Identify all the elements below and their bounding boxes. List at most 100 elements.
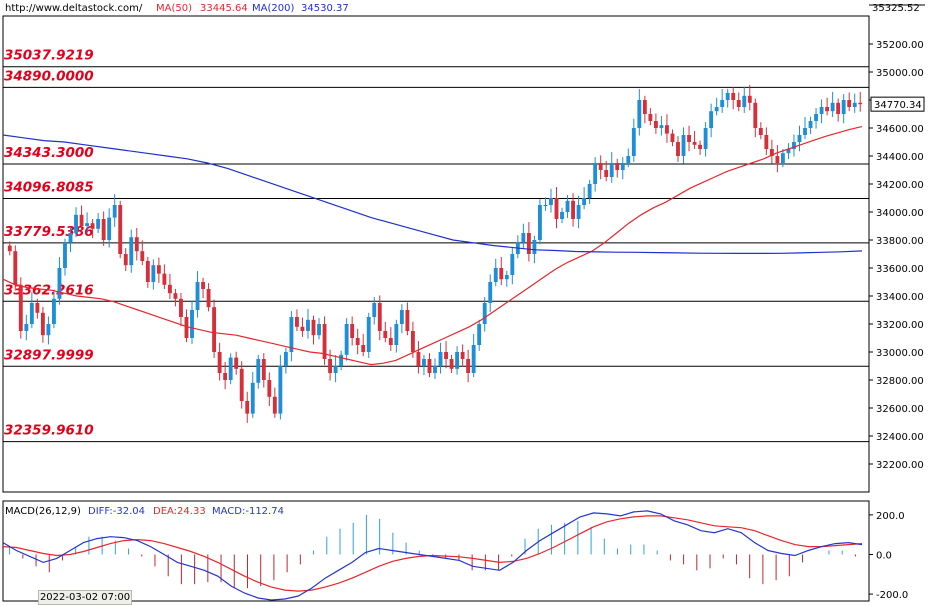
candle-body — [803, 128, 807, 135]
candle-body — [775, 156, 780, 163]
candle-body — [101, 219, 106, 240]
candle-body — [455, 352, 460, 369]
candle-body — [698, 144, 703, 149]
candle-body — [372, 303, 377, 317]
candle-body — [836, 102, 841, 114]
candle-body — [526, 233, 531, 254]
candle-body — [377, 303, 382, 331]
candle-body — [383, 331, 388, 338]
price-tick-label: 35000.00 — [876, 68, 924, 79]
price-tick-label: 33600.00 — [876, 264, 924, 275]
price-tick-label: 33800.00 — [876, 236, 924, 247]
candle-body — [256, 359, 261, 383]
candle-body — [841, 100, 846, 114]
candle-body — [471, 345, 476, 373]
candle-body — [725, 93, 730, 100]
candle-body — [449, 359, 454, 369]
level-label: 34890.0000 — [4, 68, 94, 84]
candle-body — [797, 135, 802, 142]
candle-body — [753, 102, 758, 128]
candle-body — [306, 319, 310, 331]
candle-body — [687, 135, 691, 142]
candle-body — [825, 107, 830, 112]
candle-body — [665, 125, 669, 134]
candle-body — [272, 396, 277, 414]
last-price-label: 34770.34 — [874, 100, 922, 111]
candle-body — [123, 254, 128, 266]
candle-body — [653, 121, 658, 128]
candle-body — [151, 265, 156, 282]
candle-body — [68, 233, 73, 243]
candle-body — [571, 200, 575, 219]
candle-body — [267, 380, 272, 397]
ma50-label: MA(50) — [156, 3, 192, 14]
candle-body — [57, 268, 62, 299]
candle-body — [350, 324, 355, 338]
candle-body — [173, 293, 178, 299]
candle-body — [615, 163, 620, 170]
candle-body — [333, 366, 338, 373]
macd-panel-border — [2, 500, 870, 602]
candle-body — [560, 212, 564, 219]
macd-panel: 200.0 0.0 -200.0 — [2, 510, 908, 601]
candle-body — [13, 251, 18, 285]
candle-body — [742, 95, 747, 107]
price-tick-label: 34600.00 — [876, 124, 924, 135]
candle-body — [681, 135, 686, 156]
macd-dea-label: DEA:24.33 — [153, 506, 206, 517]
candle-body — [565, 200, 570, 212]
candle-body — [134, 237, 139, 252]
candle-body — [460, 352, 465, 359]
candle-body — [858, 102, 863, 105]
date-label: 2022-03-02 07:00 — [38, 590, 132, 605]
candle-body — [543, 205, 548, 206]
candle-body — [234, 357, 239, 369]
candle-body — [444, 352, 448, 359]
candle-body — [549, 198, 553, 205]
candle-body — [190, 310, 194, 338]
candle-body — [604, 170, 609, 177]
candle-body — [322, 324, 327, 359]
candle-body — [488, 282, 493, 303]
candle-body — [405, 310, 410, 331]
candle-body — [74, 214, 78, 233]
candle-body — [140, 251, 145, 261]
main-frame — [2, 15, 870, 602]
candle-body — [504, 275, 509, 280]
candle-body — [46, 324, 51, 336]
candle-body — [366, 317, 371, 352]
macd-tick-label: -200.0 — [876, 590, 908, 601]
header-url[interactable]: http://www.deltastock.com/ — [5, 3, 143, 14]
candle-body — [792, 142, 796, 149]
candle-body — [758, 128, 763, 135]
candle-body — [692, 142, 697, 145]
candle-body — [576, 205, 581, 219]
candle-body — [714, 107, 719, 112]
candle-body — [786, 149, 791, 154]
candle-body — [35, 303, 40, 313]
candle-body — [129, 237, 134, 266]
candle-body — [676, 142, 680, 156]
candle-body — [620, 163, 625, 170]
ma200-label: MA(200) — [252, 3, 295, 14]
candle-body — [355, 338, 360, 345]
candle-body — [90, 223, 95, 229]
candle-body — [112, 205, 117, 218]
macd-value-label: MACD:-112.74 — [212, 506, 284, 517]
candle-body — [631, 128, 636, 156]
candle-body — [261, 359, 266, 380]
candle-body — [532, 240, 537, 254]
candle-body — [499, 268, 504, 280]
candle-body — [852, 102, 857, 107]
candle-body — [7, 245, 12, 252]
candle-body — [245, 401, 250, 414]
macd-diff-label: DIFF:-32.04 — [88, 506, 145, 517]
candle-body — [626, 156, 631, 163]
candle-body — [361, 345, 366, 352]
candle-body — [709, 111, 714, 128]
candle-body — [427, 359, 432, 373]
candle-body — [278, 366, 283, 414]
candle-body — [156, 265, 161, 274]
macd-tick-label: 200.0 — [876, 511, 905, 522]
candle-body — [212, 307, 217, 352]
